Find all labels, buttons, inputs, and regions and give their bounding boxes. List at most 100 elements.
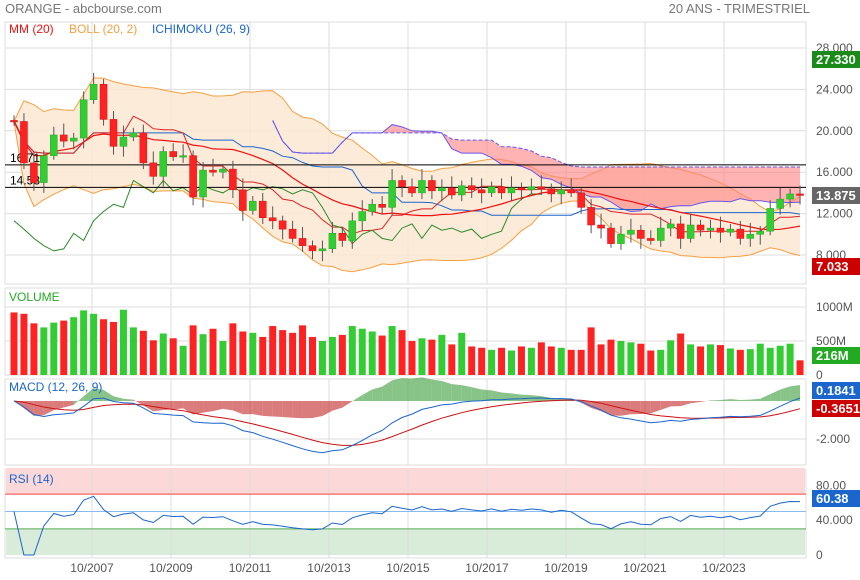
rsi-oversold-zone [6, 528, 805, 555]
macd-histogram [521, 394, 532, 401]
rsi-tick-label: 40.000 [816, 513, 853, 527]
x-tick-label: 10/2007 [70, 561, 114, 575]
macd-histogram [481, 389, 492, 401]
candle [637, 229, 645, 239]
candle [229, 168, 237, 191]
rsi-value-badge-bg [812, 490, 860, 507]
candle [676, 223, 685, 239]
volume-bar [348, 326, 356, 375]
volume-bar [209, 328, 217, 375]
macd-histogram [63, 401, 74, 408]
x-tick-label: 10/2013 [307, 561, 351, 575]
x-tick-label: 10/2011 [229, 561, 272, 575]
macd-histogram [153, 401, 164, 412]
y-tick-label: 16.000 [816, 165, 853, 179]
low-price-badge: 7.033 [816, 259, 849, 274]
macd-histogram [332, 401, 343, 411]
volume-bar [110, 321, 117, 375]
candle [487, 186, 496, 194]
volume-bar [667, 340, 675, 375]
candle [348, 220, 357, 241]
volume-bar [338, 334, 346, 375]
volume-bar [80, 310, 88, 375]
macd-histogram [382, 380, 393, 401]
candle [647, 238, 655, 241]
high-price-badge-bg [812, 51, 860, 68]
volume-bar [438, 334, 446, 375]
candle [686, 224, 695, 239]
candle [30, 162, 38, 183]
ichimoku-cloud [272, 120, 801, 212]
macd-histogram [312, 401, 323, 418]
candle [288, 228, 297, 239]
candle [577, 192, 585, 208]
macd-histogram [700, 400, 711, 402]
volume-bar [726, 348, 734, 375]
x-tick-label: 10/2021 [623, 561, 667, 575]
candle [298, 238, 307, 246]
macd-histogram [362, 389, 373, 401]
macd-histogram [173, 401, 184, 410]
macd-histogram [451, 384, 462, 401]
volume-bar [368, 331, 376, 375]
candle [726, 228, 735, 233]
x-tick-label: 10/2019 [544, 561, 588, 575]
signal-value-badge-bg [812, 400, 860, 417]
volume-bar [179, 345, 187, 375]
rsi-value-badge: 60.38 [816, 491, 849, 506]
macd-histogram [193, 401, 204, 415]
high-price-badge: 27.330 [816, 52, 856, 67]
macd-tick-label: -2.000 [816, 432, 850, 446]
macd-histogram [232, 401, 243, 415]
candle [209, 169, 217, 173]
legend-ichimoku: ICHIMOKU (26, 9) [152, 22, 251, 36]
volume-bar [309, 336, 316, 375]
volume-bar [468, 346, 476, 375]
volume-bar [458, 332, 466, 375]
macd-histogram [760, 394, 771, 401]
candle [597, 224, 605, 229]
candle [129, 132, 138, 138]
candle [418, 180, 426, 194]
candle [557, 189, 565, 195]
candle [796, 193, 804, 196]
macd-histogram [222, 401, 233, 411]
macd-histogram [710, 400, 721, 401]
macd-histogram [322, 401, 333, 417]
macd-histogram [262, 401, 273, 417]
candle [537, 186, 546, 190]
macd-line [13, 397, 801, 454]
macd-histogram [33, 401, 44, 416]
volume-bar [786, 343, 794, 375]
volume-bar [428, 339, 436, 375]
volume-bar [388, 326, 396, 375]
last-price-badge-bg [812, 187, 860, 204]
macd-histogram [421, 377, 432, 401]
volume-bar [756, 343, 764, 375]
volume-bar [139, 330, 147, 375]
volume-bar [597, 344, 605, 375]
macd-histogram [392, 378, 403, 401]
macd-histogram [73, 396, 84, 405]
volume-bar [776, 345, 784, 375]
volume-bar [557, 347, 565, 375]
macd-histogram [252, 401, 263, 416]
volume-bar [279, 330, 287, 375]
candle [149, 162, 158, 177]
candle [79, 99, 88, 139]
macd-histogram [471, 387, 482, 401]
volume-bar [746, 349, 754, 375]
candle [20, 121, 28, 164]
volume-tick-label: 1000M [816, 300, 853, 314]
x-tick-label: 10/2015 [386, 561, 430, 575]
macd-histogram [611, 401, 621, 416]
candle [507, 187, 516, 194]
macd-histogram [650, 401, 661, 414]
volume-bar [249, 332, 257, 375]
rsi-title: RSI (14) [9, 472, 54, 486]
macd-histogram [750, 398, 761, 401]
candle [398, 180, 406, 187]
macd-histogram [342, 401, 353, 408]
candle [627, 229, 635, 235]
